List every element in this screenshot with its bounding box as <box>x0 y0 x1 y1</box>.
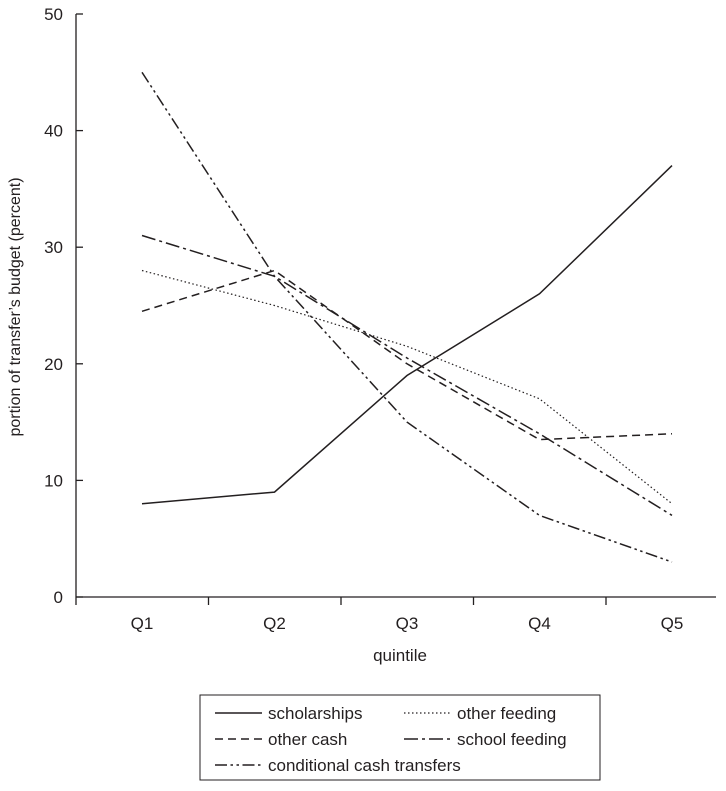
y-tick-label: 40 <box>44 122 63 141</box>
series-line-school-feeding <box>141 234 673 517</box>
x-tick-label: Q3 <box>396 614 419 633</box>
legend-label-other-feeding: other feeding <box>457 704 556 723</box>
legend: scholarships other feeding other cash schoo… <box>199 694 601 781</box>
series-line-other-cash <box>141 269 673 441</box>
x-tick-label: Q5 <box>661 614 684 633</box>
series-line-conditional-cash-transfers <box>141 71 673 563</box>
legend-box <box>199 694 601 781</box>
y-tick-label: 30 <box>44 238 63 257</box>
axes <box>75 14 716 598</box>
x-tick-label: Q4 <box>528 614 551 633</box>
legend-label-conditional-cash-transfers: conditional cash transfers <box>268 756 461 775</box>
y-tick-label: 50 <box>44 5 63 24</box>
series-line-scholarships <box>141 165 673 505</box>
series-line-other-feeding <box>141 269 673 505</box>
legend-label-other-cash: other cash <box>268 730 347 749</box>
y-tick-label: 10 <box>44 471 63 490</box>
y-axis-title: portion of transfer’s budget (percent) <box>7 177 24 436</box>
y-tick-label: 0 <box>54 588 63 607</box>
y-tick-label: 20 <box>44 355 63 374</box>
ticks: 0 10 20 30 40 50 Q1 Q2 Q3 Q4 Q5 <box>44 5 684 633</box>
legend-label-scholarships: scholarships <box>268 704 363 723</box>
legend-label-school-feeding: school feeding <box>457 730 567 749</box>
x-tick-label: Q1 <box>131 614 154 633</box>
x-axis-title: quintile <box>373 646 427 665</box>
series-lines <box>141 71 673 563</box>
x-tick-label: Q2 <box>263 614 286 633</box>
